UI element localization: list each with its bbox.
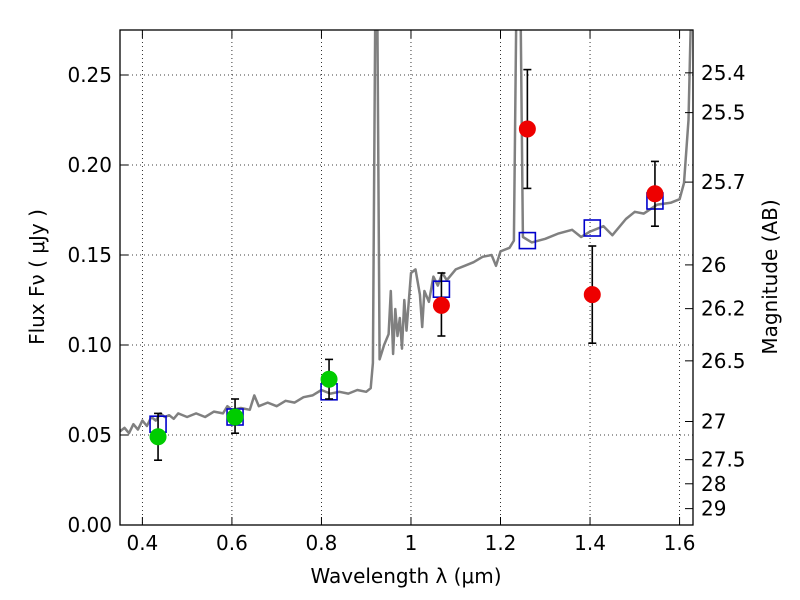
photometry-point <box>149 428 167 446</box>
photometry-point <box>646 185 664 203</box>
y2-tick-label: 26 <box>701 253 726 277</box>
y2-tick-label: 26.5 <box>701 349 746 373</box>
x-axis-label: Wavelength λ (μm) <box>310 564 501 588</box>
y-tick-label: 0.20 <box>67 153 112 177</box>
model-square-point <box>518 231 537 250</box>
photometry-point <box>432 296 450 314</box>
y-tick-label: 0.15 <box>67 243 112 267</box>
y2-tick-label: 29 <box>701 497 726 521</box>
y2-tick-label: 25.4 <box>701 61 746 85</box>
y2-tick-label: 27.5 <box>701 448 746 472</box>
photometry-point <box>583 286 601 304</box>
y2-axis-label: Magnitude (AB) <box>758 199 782 354</box>
y-axis-label: Flux Fν ( μJy ) <box>25 209 49 345</box>
x-tick-label: 1.2 <box>485 531 517 555</box>
y-tick-label: 0.05 <box>67 423 112 447</box>
plot-area <box>120 30 692 462</box>
spectrum-line <box>120 30 692 435</box>
y2-tick-label: 27 <box>701 410 726 434</box>
y-tick-label: 0.25 <box>67 63 112 87</box>
y2-tick-label: 28 <box>701 472 726 496</box>
photometry-point <box>226 408 244 426</box>
axis-ticks: 0.4 0.6 0.8 1 1.2 1.4 1.6 0.00 0.05 0.10 0.15 0.20 0… <box>67 30 746 555</box>
x-tick-label: 1 <box>405 531 418 555</box>
model-square-point <box>583 219 602 237</box>
photometry-point <box>320 370 338 388</box>
y2-tick-label: 26.2 <box>701 297 746 321</box>
y2-tick-label: 25.5 <box>701 101 746 125</box>
x-tick-label: 0.8 <box>306 531 338 555</box>
photometry-point <box>518 120 536 138</box>
y-tick-label: 0.00 <box>67 513 112 537</box>
x-tick-label: 1.6 <box>664 531 696 555</box>
x-tick-label: 1.4 <box>574 531 606 555</box>
plot-frame <box>119 29 694 526</box>
grid-lines <box>120 30 693 525</box>
x-tick-label: 0.6 <box>216 531 248 555</box>
x-tick-label: 0.4 <box>126 531 158 555</box>
y-tick-label: 0.10 <box>67 333 112 357</box>
y2-tick-label: 25.7 <box>701 170 746 194</box>
